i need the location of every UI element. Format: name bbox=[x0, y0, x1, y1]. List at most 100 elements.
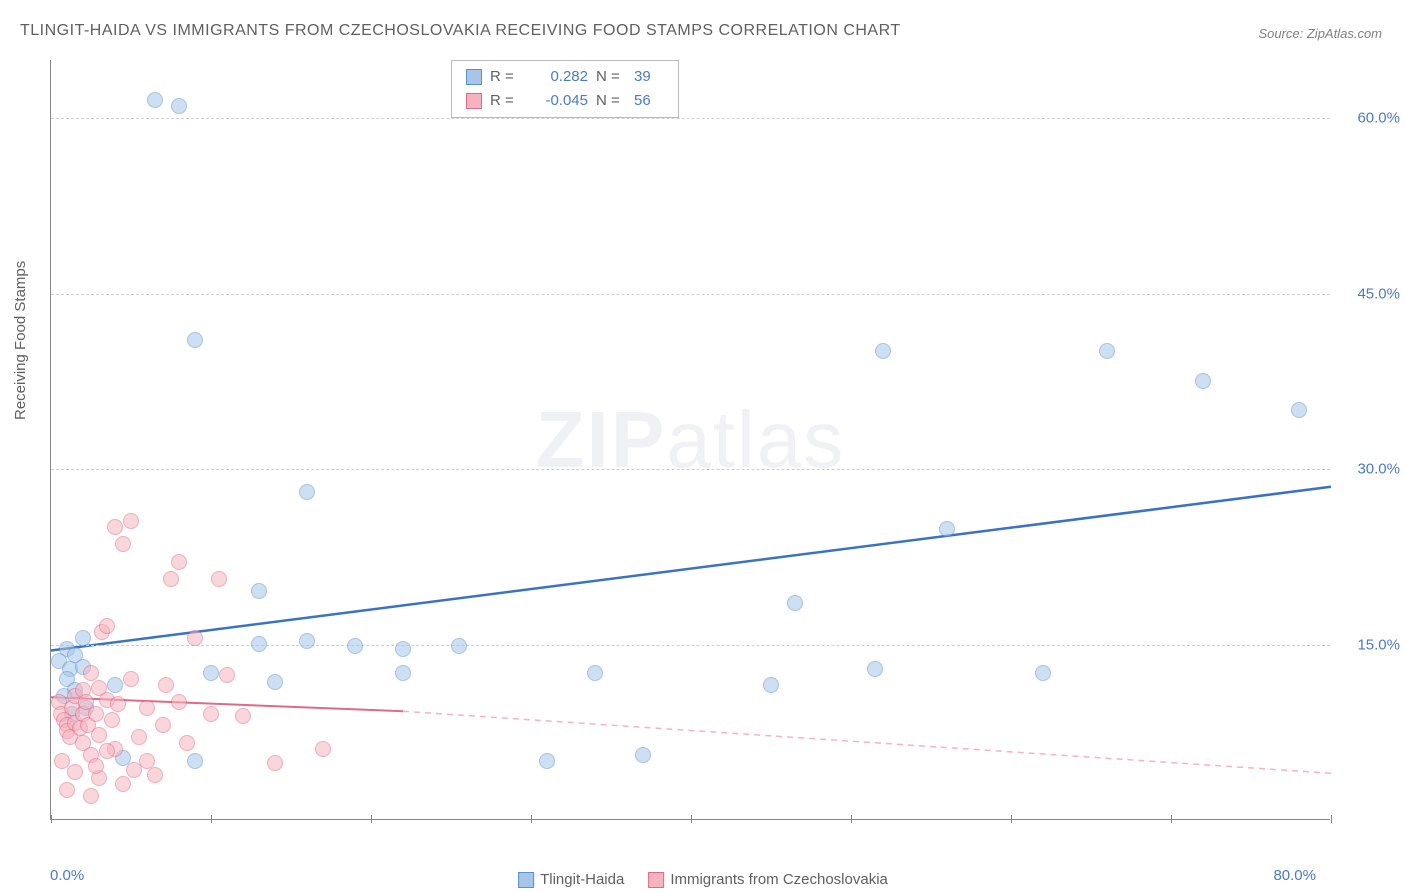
data-point bbox=[67, 764, 83, 780]
x-tick bbox=[51, 815, 52, 823]
data-point bbox=[110, 696, 126, 712]
data-point bbox=[115, 536, 131, 552]
data-point bbox=[203, 665, 219, 681]
correlation-legend: R = 0.282 N = 39 R = -0.045 N = 56 bbox=[451, 60, 679, 118]
gridline bbox=[51, 118, 1330, 119]
r-value-1: 0.282 bbox=[528, 65, 588, 89]
x-tick bbox=[531, 815, 532, 823]
x-tick bbox=[1331, 815, 1332, 823]
n-label: N = bbox=[596, 65, 626, 89]
data-point bbox=[867, 661, 883, 677]
x-tick bbox=[1011, 815, 1012, 823]
gridline bbox=[51, 645, 1330, 646]
data-point bbox=[115, 776, 131, 792]
data-point bbox=[787, 595, 803, 611]
legend-label-2: Immigrants from Czechoslovakia bbox=[670, 871, 888, 888]
legend-row-series-2: R = -0.045 N = 56 bbox=[466, 89, 664, 113]
r-label: R = bbox=[490, 65, 520, 89]
data-point bbox=[123, 671, 139, 687]
data-point bbox=[83, 788, 99, 804]
chart-svg bbox=[51, 60, 1330, 819]
plot-area: ZIPatlas R = 0.282 N = 39 R = -0.045 N =… bbox=[50, 60, 1330, 820]
x-axis-min-label: 0.0% bbox=[50, 867, 84, 884]
data-point bbox=[251, 583, 267, 599]
data-point bbox=[131, 729, 147, 745]
data-point bbox=[211, 571, 227, 587]
data-point bbox=[939, 521, 955, 537]
data-point bbox=[763, 677, 779, 693]
legend-item-2: Immigrants from Czechoslovakia bbox=[648, 871, 888, 888]
data-point bbox=[235, 708, 251, 724]
r-label: R = bbox=[490, 89, 520, 113]
data-point bbox=[75, 630, 91, 646]
x-axis-max-label: 80.0% bbox=[1273, 867, 1316, 884]
data-point bbox=[219, 667, 235, 683]
data-point bbox=[267, 674, 283, 690]
data-point bbox=[1291, 402, 1307, 418]
y-tick-label: 30.0% bbox=[1357, 461, 1400, 478]
legend-label-1: Tlingit-Haida bbox=[540, 871, 624, 888]
data-point bbox=[158, 677, 174, 693]
data-point bbox=[187, 630, 203, 646]
data-point bbox=[147, 92, 163, 108]
data-point bbox=[171, 98, 187, 114]
data-point bbox=[395, 665, 411, 681]
gridline bbox=[51, 294, 1330, 295]
data-point bbox=[251, 636, 267, 652]
y-tick-label: 45.0% bbox=[1357, 285, 1400, 302]
legend-swatch-2 bbox=[466, 93, 482, 109]
data-point bbox=[395, 641, 411, 657]
x-tick bbox=[691, 815, 692, 823]
n-label: N = bbox=[596, 89, 626, 113]
data-point bbox=[83, 665, 99, 681]
data-point bbox=[187, 332, 203, 348]
n-value-2: 56 bbox=[634, 89, 664, 113]
data-point bbox=[347, 638, 363, 654]
data-point bbox=[1195, 373, 1211, 389]
data-point bbox=[107, 677, 123, 693]
data-point bbox=[163, 571, 179, 587]
y-tick-label: 60.0% bbox=[1357, 110, 1400, 127]
data-point bbox=[875, 343, 891, 359]
data-point bbox=[299, 484, 315, 500]
data-point bbox=[147, 767, 163, 783]
data-point bbox=[91, 727, 107, 743]
legend-swatch-1 bbox=[466, 69, 482, 85]
trend-line bbox=[51, 487, 1331, 651]
data-point bbox=[315, 741, 331, 757]
x-tick bbox=[1171, 815, 1172, 823]
legend-swatch-bottom-2 bbox=[648, 872, 664, 888]
data-point bbox=[203, 706, 219, 722]
gridline bbox=[51, 469, 1330, 470]
data-point bbox=[104, 712, 120, 728]
data-point bbox=[107, 519, 123, 535]
data-point bbox=[139, 700, 155, 716]
data-point bbox=[99, 618, 115, 634]
data-point bbox=[123, 513, 139, 529]
legend-item-1: Tlingit-Haida bbox=[518, 871, 624, 888]
series-legend: Tlingit-Haida Immigrants from Czechoslov… bbox=[518, 871, 888, 888]
n-value-1: 39 bbox=[634, 65, 664, 89]
r-value-2: -0.045 bbox=[528, 89, 588, 113]
y-tick-label: 15.0% bbox=[1357, 636, 1400, 653]
data-point bbox=[155, 717, 171, 733]
data-point bbox=[267, 755, 283, 771]
legend-swatch-bottom-1 bbox=[518, 872, 534, 888]
data-point bbox=[99, 743, 115, 759]
data-point bbox=[539, 753, 555, 769]
data-point bbox=[1099, 343, 1115, 359]
source-attribution: Source: ZipAtlas.com bbox=[1258, 26, 1382, 41]
data-point bbox=[88, 706, 104, 722]
legend-row-series-1: R = 0.282 N = 39 bbox=[466, 65, 664, 89]
data-point bbox=[587, 665, 603, 681]
data-point bbox=[187, 753, 203, 769]
data-point bbox=[59, 782, 75, 798]
y-axis-label: Receiving Food Stamps bbox=[12, 261, 29, 420]
data-point bbox=[171, 694, 187, 710]
data-point bbox=[171, 554, 187, 570]
data-point bbox=[54, 753, 70, 769]
data-point bbox=[451, 638, 467, 654]
data-point bbox=[1035, 665, 1051, 681]
x-tick bbox=[851, 815, 852, 823]
chart-title: TLINGIT-HAIDA VS IMMIGRANTS FROM CZECHOS… bbox=[20, 22, 901, 40]
